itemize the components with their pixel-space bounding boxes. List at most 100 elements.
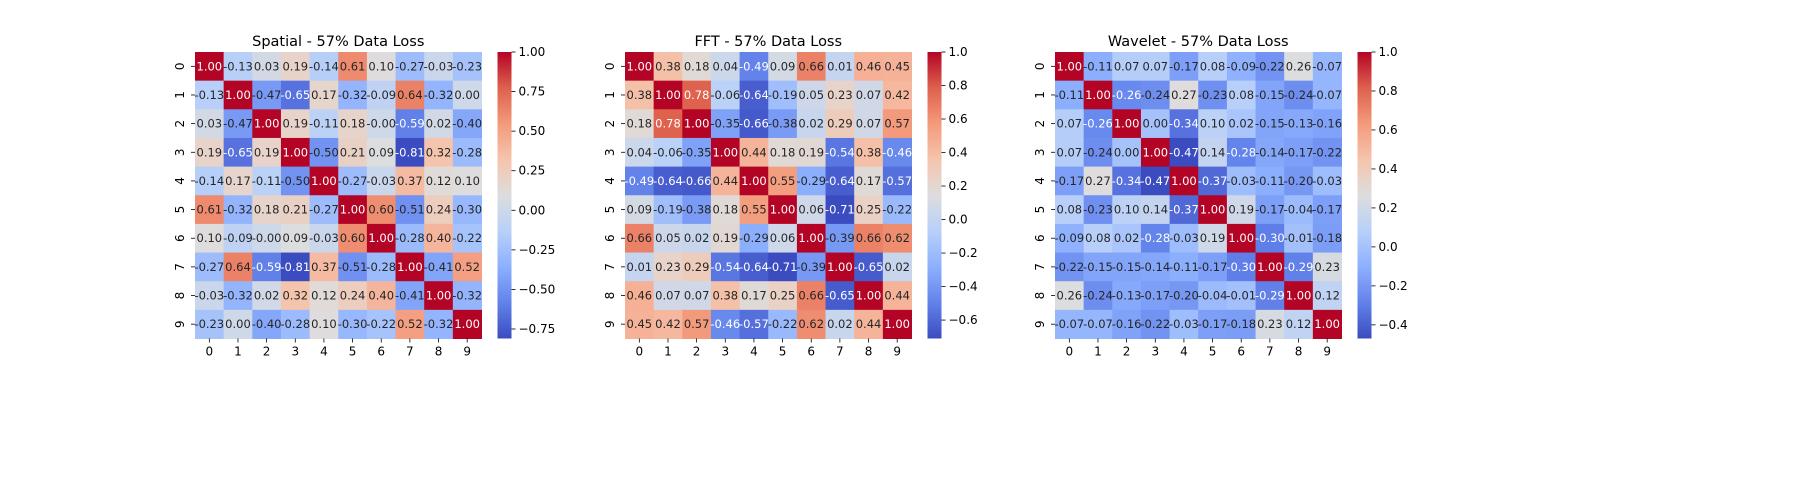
- heatmap-cell: [1169, 137, 1199, 168]
- heatmap-cell: [1198, 80, 1228, 110]
- cell-value-label: -0.64: [653, 174, 683, 188]
- heatmap-cell: [452, 223, 482, 254]
- cell-value-label: 1.00: [368, 231, 394, 245]
- heatmap-cell: [280, 166, 311, 196]
- x-tick-label: 2: [1123, 345, 1131, 359]
- cell-value-label: -0.47: [1140, 174, 1170, 188]
- heatmap-cell: [1198, 252, 1228, 282]
- heatmap-cell: [1140, 80, 1171, 110]
- cell-value-label: 0.09: [770, 59, 796, 73]
- heatmap-cell: [223, 137, 253, 168]
- cell-value-label: 0.38: [856, 145, 882, 159]
- heatmap-cell: [739, 223, 769, 254]
- y-tick-label: 6: [603, 234, 617, 242]
- x-tick-label: 1: [1094, 345, 1102, 359]
- cell-value-label: 0.66: [798, 289, 824, 303]
- heatmap-cell: [1140, 52, 1171, 82]
- cell-value-label: 1.00: [1257, 260, 1283, 274]
- x-tick-label: 3: [1151, 345, 1159, 359]
- cell-value-label: 0.38: [712, 289, 738, 303]
- cell-value-label: -0.06: [710, 88, 740, 102]
- cell-value-label: -0.27: [338, 174, 368, 188]
- cell-value-label: 0.57: [684, 317, 710, 331]
- heatmap-cell: [1055, 309, 1085, 339]
- cell-value-label: 0.21: [340, 145, 366, 159]
- heatmap-cell: [309, 195, 339, 225]
- heatmap-cell: [1284, 195, 1314, 225]
- x-tick-label: 8: [1295, 345, 1303, 359]
- heatmap-cell: [309, 80, 339, 110]
- heatmap-cell: [854, 252, 884, 282]
- y-tick-label: 2: [1033, 120, 1047, 128]
- heatmap-cell: [625, 309, 655, 339]
- cell-value-label: -0.14: [309, 59, 339, 73]
- heatmap-cell: [1055, 223, 1085, 254]
- cell-value-label: -0.65: [280, 88, 310, 102]
- heatmap-cell: [625, 137, 655, 168]
- cell-value-label: -0.22: [366, 317, 396, 331]
- cell-value-label: -0.26: [1083, 117, 1113, 131]
- cell-value-label: 0.37: [311, 260, 337, 274]
- cell-value-label: -0.32: [223, 203, 253, 217]
- heatmap-cell: [739, 252, 769, 282]
- cell-value-label: -0.54: [710, 260, 740, 274]
- cell-value-label: 0.05: [655, 231, 681, 245]
- colorbar-tick-label: 0.6: [1379, 123, 1398, 137]
- cell-value-label: 0.17: [311, 88, 337, 102]
- heatmap-cell: [854, 195, 884, 225]
- colorbar-tick-label: 1.0: [949, 45, 968, 59]
- heatmap-cell: [280, 252, 311, 282]
- heatmap-cell: [1055, 52, 1085, 82]
- cell-value-label: 0.10: [454, 174, 480, 188]
- heatmap-cell: [739, 137, 769, 168]
- heatmap-cell: [223, 309, 253, 339]
- heatmap-cell: [739, 195, 769, 225]
- heatmap-cell: [252, 80, 282, 110]
- heatmap-cell: [1055, 80, 1085, 110]
- cell-value-label: 0.38: [627, 88, 653, 102]
- cell-value-label: -0.46: [882, 145, 912, 159]
- cell-value-label: -0.03: [194, 289, 224, 303]
- cell-value-label: -0.00: [366, 117, 396, 131]
- cell-value-label: 0.55: [770, 174, 796, 188]
- colorbar-tick-label: −0.4: [949, 280, 978, 294]
- colorbar-tick-label: 0.4: [949, 146, 968, 160]
- cell-value-label: 0.00: [454, 88, 480, 102]
- heatmap-cell: [366, 195, 397, 225]
- heatmap-cell: [882, 223, 912, 254]
- heatmap-cell: [825, 166, 855, 196]
- cell-value-label: 0.32: [426, 145, 452, 159]
- cell-value-label: 1.00: [225, 88, 251, 102]
- heatmap-cell: [625, 195, 655, 225]
- cell-value-label: 0.42: [884, 88, 910, 102]
- cell-value-label: 0.62: [884, 231, 910, 245]
- heatmap-cell: [710, 166, 741, 196]
- heatmap-cell: [1226, 109, 1257, 139]
- cell-value-label: 0.10: [1200, 117, 1226, 131]
- heatmap-cell: [309, 109, 339, 139]
- heatmap-cell: [366, 252, 397, 282]
- x-tick-label: 6: [377, 345, 385, 359]
- cell-value-label: 0.07: [655, 289, 681, 303]
- cell-value-label: 1.00: [1228, 231, 1254, 245]
- heatmap-cell: [1312, 252, 1342, 282]
- cell-value-label: 0.19: [282, 117, 308, 131]
- cell-value-label: 1.00: [684, 117, 710, 131]
- cell-value-label: -0.20: [1284, 174, 1314, 188]
- cell-value-label: -0.32: [424, 88, 454, 102]
- x-tick-label: 1: [234, 345, 242, 359]
- heatmap-cell: [366, 281, 397, 311]
- heatmap-cell: [768, 252, 798, 282]
- cell-value-label: 0.18: [684, 59, 710, 73]
- heatmap-cell: [625, 80, 655, 110]
- heatmap-cell: [1140, 195, 1171, 225]
- colorbar-tick-label: −0.4: [1379, 318, 1408, 332]
- colorbar-tick-label: 0.6: [949, 112, 968, 126]
- colorbar-tick-label: 0.50: [519, 124, 546, 138]
- heatmap-cell: [195, 309, 225, 339]
- heatmap-cell: [338, 80, 368, 110]
- cell-value-label: -0.32: [424, 317, 454, 331]
- cell-value-label: 1.00: [1114, 117, 1140, 131]
- heatmap-cell: [1083, 80, 1113, 110]
